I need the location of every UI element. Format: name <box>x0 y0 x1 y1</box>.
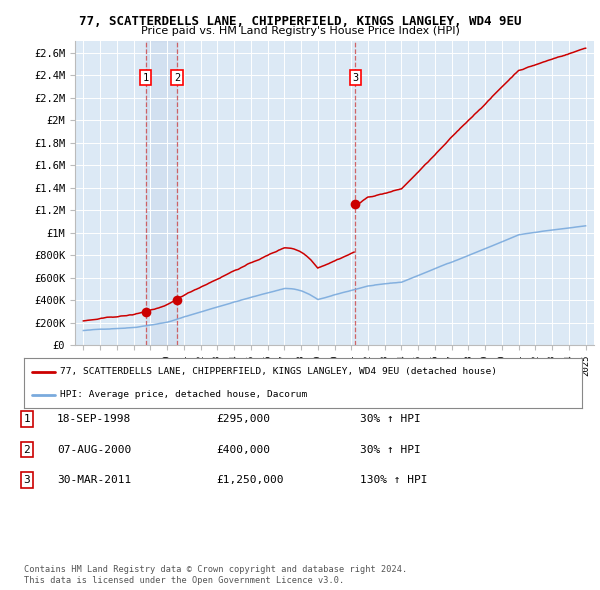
Text: 18-SEP-1998: 18-SEP-1998 <box>57 414 131 424</box>
Text: 1: 1 <box>143 73 149 83</box>
Text: £295,000: £295,000 <box>216 414 270 424</box>
Text: 77, SCATTERDELLS LANE, CHIPPERFIELD, KINGS LANGLEY, WD4 9EU (detached house): 77, SCATTERDELLS LANE, CHIPPERFIELD, KIN… <box>60 367 497 376</box>
Text: HPI: Average price, detached house, Dacorum: HPI: Average price, detached house, Daco… <box>60 390 308 399</box>
Text: 3: 3 <box>23 476 31 485</box>
Text: 3: 3 <box>352 73 358 83</box>
Text: 130% ↑ HPI: 130% ↑ HPI <box>360 476 427 485</box>
Text: 2: 2 <box>23 445 31 454</box>
Text: 30% ↑ HPI: 30% ↑ HPI <box>360 414 421 424</box>
Text: 1: 1 <box>23 414 31 424</box>
Text: 30-MAR-2011: 30-MAR-2011 <box>57 476 131 485</box>
Text: £400,000: £400,000 <box>216 445 270 454</box>
Text: Contains HM Land Registry data © Crown copyright and database right 2024.: Contains HM Land Registry data © Crown c… <box>24 565 407 574</box>
Text: £1,250,000: £1,250,000 <box>216 476 284 485</box>
Text: This data is licensed under the Open Government Licence v3.0.: This data is licensed under the Open Gov… <box>24 576 344 585</box>
Text: 30% ↑ HPI: 30% ↑ HPI <box>360 445 421 454</box>
Text: 77, SCATTERDELLS LANE, CHIPPERFIELD, KINGS LANGLEY, WD4 9EU: 77, SCATTERDELLS LANE, CHIPPERFIELD, KIN… <box>79 15 521 28</box>
Bar <box>146 41 177 345</box>
Text: Price paid vs. HM Land Registry's House Price Index (HPI): Price paid vs. HM Land Registry's House … <box>140 26 460 36</box>
Text: 2: 2 <box>174 73 180 83</box>
Text: 07-AUG-2000: 07-AUG-2000 <box>57 445 131 454</box>
